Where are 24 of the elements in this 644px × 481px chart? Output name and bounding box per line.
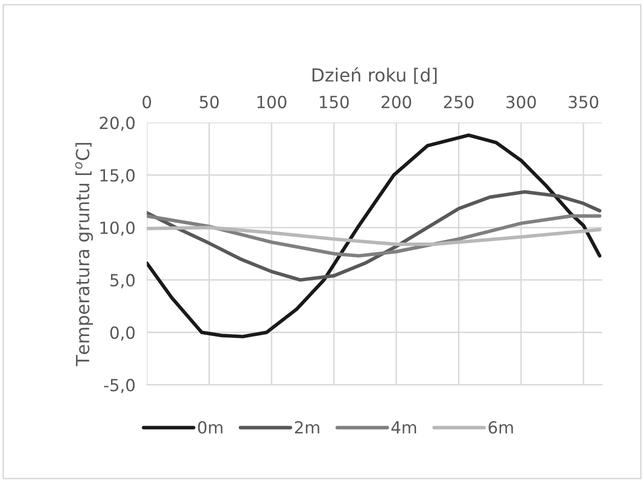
line-series	[146, 226, 602, 246]
x-tick-label: 250	[444, 96, 474, 108]
legend-label: 2m	[295, 421, 320, 434]
x-tick-label: 350	[568, 96, 598, 108]
x-axis-title: Dzień roku [d]	[312, 67, 437, 84]
y-tick-label: 10,0	[100, 221, 135, 236]
legend-label: 6m	[488, 421, 513, 434]
y-tick-label: 0,0	[110, 326, 135, 341]
x-tick-label: 0	[142, 96, 152, 108]
legend-label: 0m	[198, 421, 222, 434]
y-axis-title: Temperatura gruntu [$^{o}$C]	[75, 143, 93, 366]
y-tick-label: 20,0	[100, 116, 135, 131]
x-tick-label: 150	[320, 96, 349, 108]
line-series	[146, 190, 602, 282]
x-tick-label: 200	[382, 96, 412, 108]
y-tick-label: -5,0	[104, 378, 135, 394]
y-tick-label: 5,0	[110, 274, 135, 288]
legend-label: 4m	[391, 421, 416, 434]
line-series	[146, 214, 602, 258]
x-tick-label: 100	[258, 96, 286, 108]
x-tick-label: 50	[200, 96, 219, 108]
line-series	[146, 134, 602, 338]
x-tick-label: 300	[506, 96, 536, 108]
y-tick-label: 15,0	[100, 169, 135, 184]
